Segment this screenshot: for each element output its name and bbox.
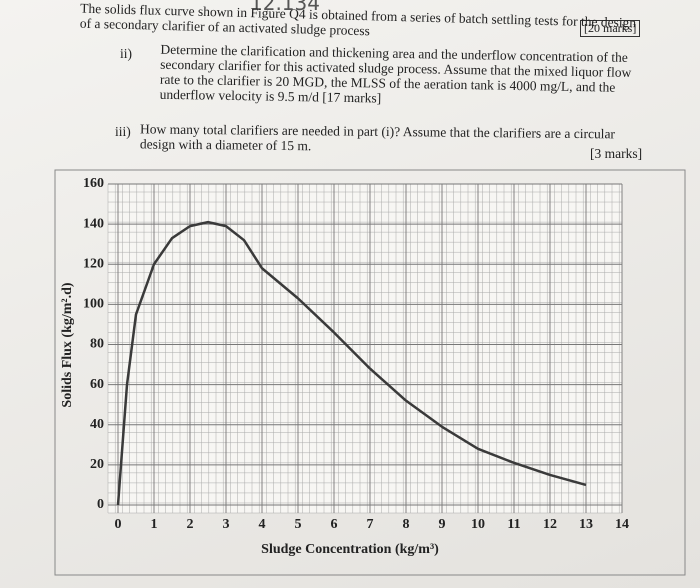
x-tick-label: 2 bbox=[187, 517, 194, 532]
handwritten-note: 12.134 bbox=[250, 0, 320, 15]
x-tick-label: 1 bbox=[151, 517, 158, 532]
x-tick-label: 7 bbox=[367, 517, 374, 532]
y-tick-label: 0 bbox=[97, 497, 104, 512]
x-tick-label: 12 bbox=[543, 517, 557, 532]
item-number: ii) bbox=[120, 46, 132, 61]
figure-frame bbox=[54, 169, 686, 576]
y-axis-label: Solids Flux (kg/m².d) bbox=[60, 282, 75, 408]
x-tick-label: 10 bbox=[471, 517, 485, 532]
x-tick-label: 13 bbox=[579, 517, 593, 532]
x-tick-label: 8 bbox=[403, 517, 410, 532]
x-tick-label: 6 bbox=[331, 517, 338, 532]
x-tick-label: 11 bbox=[507, 517, 520, 532]
y-tick-label: 80 bbox=[90, 337, 104, 352]
x-tick-label: 5 bbox=[295, 517, 302, 532]
total-marks: [20 marks] bbox=[580, 20, 641, 37]
y-tick-label: 20 bbox=[90, 457, 104, 472]
item-marks: [3 marks] bbox=[590, 146, 643, 161]
item-number: iii) bbox=[115, 124, 131, 139]
y-tick-label: 160 bbox=[83, 176, 104, 191]
y-tick-label: 120 bbox=[83, 256, 104, 271]
plot-area bbox=[108, 184, 622, 513]
x-tick-label: 4 bbox=[259, 517, 266, 532]
flux-curve bbox=[116, 220, 587, 506]
y-tick-label: 100 bbox=[83, 297, 104, 312]
y-tick-label: 40 bbox=[90, 417, 104, 432]
x-tick-label: 14 bbox=[615, 517, 629, 532]
x-tick-label: 9 bbox=[439, 517, 446, 532]
x-tick-label: 0 bbox=[115, 517, 122, 532]
x-axis-label: Sludge Concentration (kg/m³) bbox=[261, 542, 439, 557]
y-tick-label: 60 bbox=[90, 377, 104, 392]
y-tick-label: 140 bbox=[83, 216, 104, 231]
x-tick-label: 3 bbox=[223, 517, 230, 532]
